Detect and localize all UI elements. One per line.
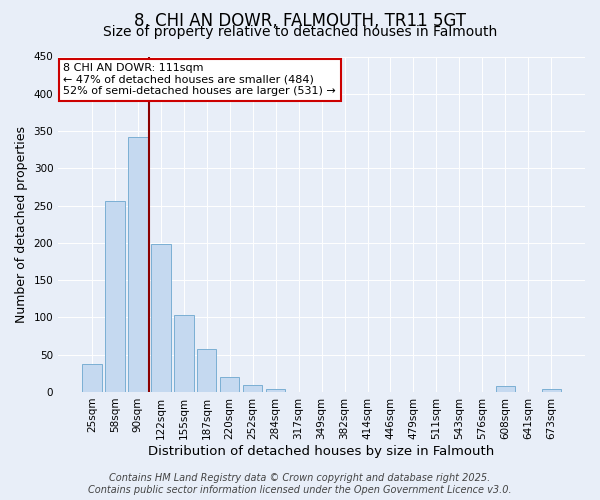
Bar xyxy=(174,315,194,392)
Y-axis label: Number of detached properties: Number of detached properties xyxy=(15,126,28,322)
Bar xyxy=(220,377,239,392)
Text: Size of property relative to detached houses in Falmouth: Size of property relative to detached ho… xyxy=(103,25,497,39)
Bar xyxy=(542,389,561,392)
X-axis label: Distribution of detached houses by size in Falmouth: Distribution of detached houses by size … xyxy=(148,444,495,458)
Bar xyxy=(128,137,148,392)
Text: Contains HM Land Registry data © Crown copyright and database right 2025.
Contai: Contains HM Land Registry data © Crown c… xyxy=(88,474,512,495)
Bar xyxy=(105,201,125,392)
Text: 8 CHI AN DOWR: 111sqm
← 47% of detached houses are smaller (484)
52% of semi-det: 8 CHI AN DOWR: 111sqm ← 47% of detached … xyxy=(64,63,336,96)
Bar xyxy=(82,364,101,392)
Bar xyxy=(151,244,170,392)
Bar xyxy=(496,386,515,392)
Bar xyxy=(243,384,262,392)
Text: 8, CHI AN DOWR, FALMOUTH, TR11 5GT: 8, CHI AN DOWR, FALMOUTH, TR11 5GT xyxy=(134,12,466,30)
Bar xyxy=(266,389,286,392)
Bar xyxy=(197,350,217,392)
